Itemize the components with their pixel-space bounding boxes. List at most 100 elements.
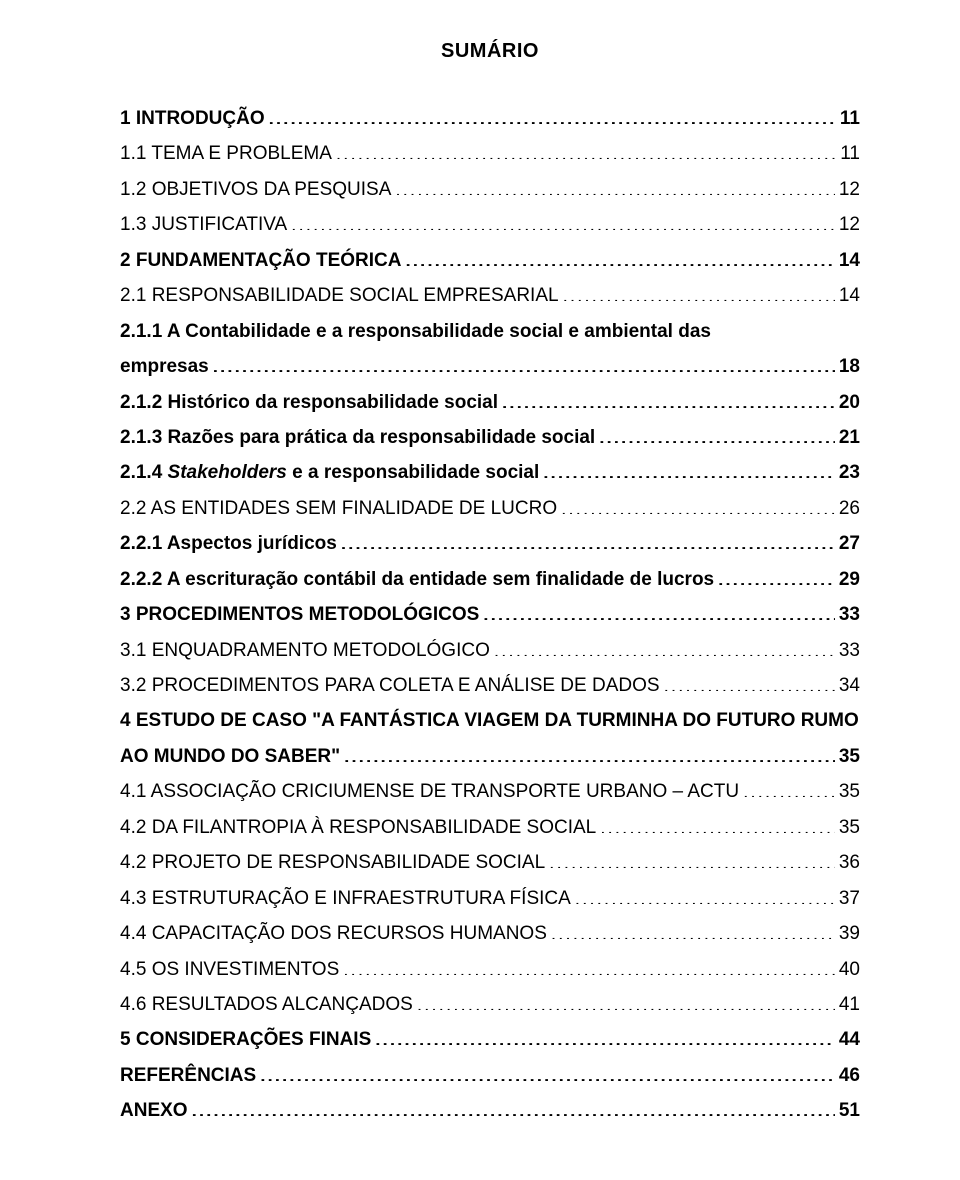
toc-entry-label: 4.6 RESULTADOS ALCANÇADOS (120, 990, 413, 1019)
toc-entry: 4.3 ESTRUTURAÇÃO E INFRAESTRUTURA FÍSICA… (120, 881, 860, 916)
table-of-contents: 1 INTRODUÇÃO11 1.1 TEMA E PROBLEMA 11 1.2 O… (120, 101, 860, 1129)
toc-entry-label: 4.2 DA FILANTROPIA À RESPONSABILIDADE SO… (120, 813, 596, 842)
toc-entry-label: 2.2.2 A escrituração contábil da entidad… (120, 565, 714, 594)
toc-entry-page: 35 (839, 813, 860, 842)
toc-leader (395, 176, 834, 195)
toc-entry: 1.1 TEMA E PROBLEMA 11 (120, 136, 860, 171)
toc-entry: 4.1 ASSOCIAÇÃO CRICIUMENSE DE TRANSPORTE… (120, 774, 860, 809)
toc-entry-label: 2.2.1 Aspectos jurídicos (120, 529, 337, 558)
toc-leader (543, 459, 835, 478)
toc-entry: 2.2.2 A escrituração contábil da entidad… (120, 562, 860, 597)
toc-entry: 4.2 PROJETO DE RESPONSABILIDADE SOCIAL 36 (120, 845, 860, 880)
toc-entry-page: 12 (839, 210, 860, 239)
toc-entry: 4.2 DA FILANTROPIA À RESPONSABILIDADE SO… (120, 810, 860, 845)
toc-leader (375, 1026, 835, 1045)
toc-entry-label: 3.2 PROCEDIMENTOS PARA COLETA E ANÁLISE … (120, 671, 660, 700)
toc-leader (405, 247, 834, 266)
toc-entry-label: 4.4 CAPACITAÇÃO DOS RECURSOS HUMANOS (120, 919, 547, 948)
toc-entry: 1 INTRODUÇÃO11 (120, 101, 860, 136)
toc-entry-page: 18 (839, 352, 860, 381)
page-title: SUMÁRIO (120, 36, 860, 67)
toc-leader (561, 495, 835, 514)
toc-entry-label: 1 INTRODUÇÃO (120, 104, 265, 133)
toc-entry-label: 1.1 TEMA E PROBLEMA (120, 139, 332, 168)
toc-entry-page: 33 (839, 636, 860, 665)
toc-entry: 2 FUNDAMENTAÇÃO TEÓRICA 14 (120, 243, 860, 278)
toc-leader (551, 920, 835, 939)
toc-entry-label: 1.3 JUSTIFICATIVA (120, 210, 287, 239)
toc-entry-label: REFERÊNCIAS (120, 1061, 256, 1090)
toc-entry: 4 ESTUDO DE CASO "A FANTÁSTICA VIAGEM DA… (120, 703, 860, 738)
toc-entry-page: 27 (839, 529, 860, 558)
toc-entry-label: 2.2 AS ENTIDADES SEM FINALIDADE DE LUCRO (120, 494, 557, 523)
toc-entry-label: ANEXO (120, 1096, 188, 1125)
toc-leader (563, 282, 835, 301)
toc-entry: 4.6 RESULTADOS ALCANÇADOS 41 (120, 987, 860, 1022)
toc-entry-page: 51 (839, 1096, 860, 1125)
toc-leader (600, 814, 835, 833)
toc-leader (417, 991, 835, 1010)
toc-entry: 3.1 ENQUADRAMENTO METODOLÓGICO33 (120, 633, 860, 668)
toc-entry: 2.1 RESPONSABILIDADE SOCIAL EMPRESARIAL 1… (120, 278, 860, 313)
toc-entry-label: 4.2 PROJETO DE RESPONSABILIDADE SOCIAL (120, 848, 545, 877)
toc-entry-label: 4.5 OS INVESTIMENTOS (120, 955, 339, 984)
toc-entry: AO MUNDO DO SABER"35 (120, 739, 860, 774)
toc-entry-page: 36 (839, 848, 860, 877)
toc-leader (260, 1062, 835, 1081)
toc-entry-label: 2.1.3 Razões para prática da responsabil… (120, 423, 595, 452)
toc-entry: 3 PROCEDIMENTOS METODOLÓGICOS 33 (120, 597, 860, 632)
toc-entry-page: 41 (839, 990, 860, 1019)
toc-leader (549, 849, 835, 868)
toc-leader (743, 778, 835, 797)
toc-entry-page: 39 (839, 919, 860, 948)
toc-entry: 2.1.3 Razões para prática da responsabil… (120, 420, 860, 455)
toc-leader (341, 530, 835, 549)
toc-entry: 2.1.4 Stakeholders e a responsabilidade … (120, 455, 860, 490)
toc-leader (192, 1097, 835, 1116)
toc-leader (502, 389, 835, 408)
toc-entry: ANEXO 51 (120, 1093, 860, 1128)
toc-entry-page: 29 (839, 565, 860, 594)
toc-entry-label: 2.1.2 Histórico da responsabilidade soci… (120, 388, 498, 417)
toc-entry-page: 35 (839, 742, 860, 771)
toc-entry-label: 5 CONSIDERAÇÕES FINAIS (120, 1025, 371, 1054)
toc-entry: empresas 18 (120, 349, 860, 384)
toc-leader (718, 566, 835, 585)
toc-entry-page: 14 (839, 281, 860, 310)
toc-leader (575, 885, 835, 904)
toc-leader (336, 140, 836, 159)
toc-leader (664, 672, 835, 691)
toc-entry-page: 23 (839, 458, 860, 487)
toc-entry: 1.3 JUSTIFICATIVA 12 (120, 207, 860, 242)
toc-leader (343, 956, 835, 975)
toc-entry-label: 1.2 OBJETIVOS DA PESQUISA (120, 175, 391, 204)
toc-entry: 4.4 CAPACITAÇÃO DOS RECURSOS HUMANOS 39 (120, 916, 860, 951)
toc-leader (291, 211, 835, 230)
toc-entry-label: empresas (120, 352, 209, 381)
toc-entry-label: 3 PROCEDIMENTOS METODOLÓGICOS (120, 600, 479, 629)
toc-entry-label: 2 FUNDAMENTAÇÃO TEÓRICA (120, 246, 401, 275)
toc-leader (599, 424, 835, 443)
toc-entry: 2.1.2 Histórico da responsabilidade soci… (120, 385, 860, 420)
toc-entry-label: 2.1 RESPONSABILIDADE SOCIAL EMPRESARIAL (120, 281, 559, 310)
toc-leader (269, 105, 836, 124)
toc-entry-page: 44 (839, 1025, 860, 1054)
toc-entry: 3.2 PROCEDIMENTOS PARA COLETA E ANÁLISE … (120, 668, 860, 703)
toc-entry-page: 34 (839, 671, 860, 700)
toc-entry: 4.5 OS INVESTIMENTOS40 (120, 952, 860, 987)
toc-entry: 2.2 AS ENTIDADES SEM FINALIDADE DE LUCRO… (120, 491, 860, 526)
toc-entry: 1.2 OBJETIVOS DA PESQUISA 12 (120, 172, 860, 207)
toc-entry: 2.1.1 A Contabilidade e a responsabilida… (120, 314, 860, 349)
page: SUMÁRIO 1 INTRODUÇÃO111.1 TEMA E PROBLEM… (0, 0, 960, 1180)
toc-leader (213, 353, 835, 372)
toc-entry-page: 20 (839, 388, 860, 417)
toc-entry-page: 14 (839, 246, 860, 275)
toc-entry-page: 12 (839, 175, 860, 204)
toc-entry: REFERÊNCIAS46 (120, 1058, 860, 1093)
toc-entry-label: 4.3 ESTRUTURAÇÃO E INFRAESTRUTURA FÍSICA (120, 884, 571, 913)
toc-entry: 5 CONSIDERAÇÕES FINAIS 44 (120, 1022, 860, 1057)
toc-leader (344, 743, 835, 762)
toc-entry-label: 2.1.4 Stakeholders e a responsabilidade … (120, 458, 539, 487)
toc-entry-page: 11 (840, 139, 860, 168)
toc-entry-page: 33 (839, 600, 860, 629)
